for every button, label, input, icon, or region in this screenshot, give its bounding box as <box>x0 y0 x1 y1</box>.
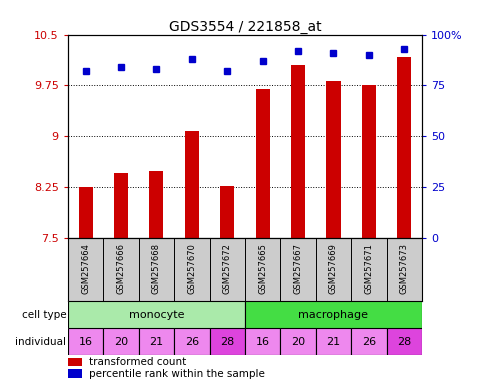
Text: transformed count: transformed count <box>89 357 186 367</box>
Bar <box>386 328 421 355</box>
Bar <box>114 174 128 238</box>
Text: GSM257669: GSM257669 <box>328 243 337 294</box>
Bar <box>68 369 82 378</box>
Bar <box>244 328 280 355</box>
Bar <box>361 85 375 238</box>
Text: cell type: cell type <box>21 310 66 319</box>
Bar <box>184 131 198 238</box>
Bar <box>290 65 304 238</box>
Text: 16: 16 <box>255 337 269 347</box>
Text: 20: 20 <box>290 337 304 347</box>
Text: GSM257671: GSM257671 <box>363 243 373 294</box>
Bar <box>138 328 174 355</box>
Bar <box>396 57 410 238</box>
Text: 21: 21 <box>326 337 340 347</box>
Bar <box>280 328 315 355</box>
Bar <box>174 328 209 355</box>
Text: GSM257668: GSM257668 <box>151 243 161 294</box>
Bar <box>244 301 421 328</box>
Bar <box>68 301 244 328</box>
Text: 16: 16 <box>78 337 92 347</box>
Text: 26: 26 <box>184 337 198 347</box>
Text: individual: individual <box>15 337 66 347</box>
Text: GSM257665: GSM257665 <box>257 243 267 294</box>
Text: 26: 26 <box>361 337 375 347</box>
Text: macrophage: macrophage <box>298 310 368 319</box>
Bar <box>220 186 234 238</box>
Text: 28: 28 <box>220 337 234 347</box>
Bar <box>68 358 82 366</box>
Bar <box>209 328 244 355</box>
Bar <box>78 187 92 238</box>
Bar <box>315 328 350 355</box>
Title: GDS3554 / 221858_at: GDS3554 / 221858_at <box>168 20 320 33</box>
Bar <box>255 89 269 238</box>
Text: GSM257670: GSM257670 <box>187 243 196 294</box>
Bar <box>350 328 386 355</box>
Text: GSM257673: GSM257673 <box>399 243 408 294</box>
Text: 21: 21 <box>149 337 163 347</box>
Text: 28: 28 <box>396 337 410 347</box>
Bar <box>149 171 163 238</box>
Text: GSM257672: GSM257672 <box>222 243 231 294</box>
Bar <box>68 328 103 355</box>
Text: 20: 20 <box>114 337 128 347</box>
Text: GSM257667: GSM257667 <box>293 243 302 294</box>
Text: monocyte: monocyte <box>128 310 184 319</box>
Bar <box>326 81 340 238</box>
Text: percentile rank within the sample: percentile rank within the sample <box>89 369 264 379</box>
Bar <box>103 328 138 355</box>
Text: GSM257664: GSM257664 <box>81 243 90 294</box>
Text: GSM257666: GSM257666 <box>116 243 125 294</box>
